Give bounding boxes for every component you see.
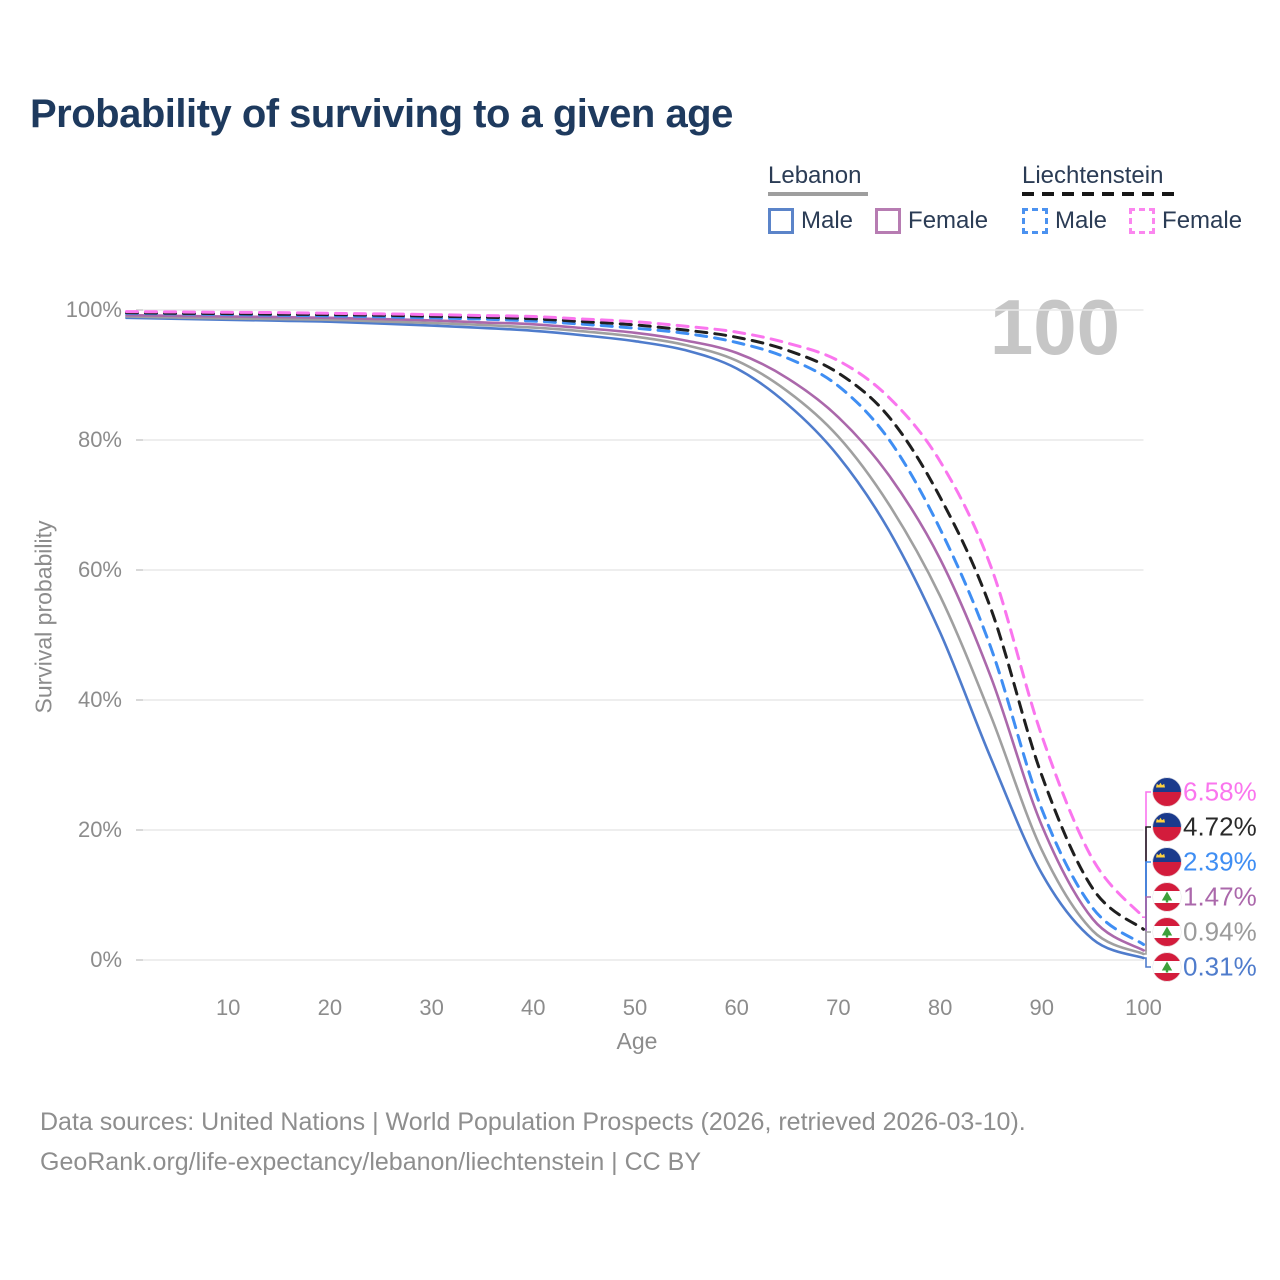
y-tick-label-100: 100% [65,297,122,322]
age-counter-watermark: 100 [989,283,1120,371]
x-tick-label-90: 90 [1029,995,1055,1020]
curve-lebanon-total [125,315,1145,956]
curve-liechtenstein-male [125,311,1145,946]
legend-item-liechtenstein-female[interactable]: Female [1129,207,1264,235]
leader-line-lebanon-total [1142,931,1151,955]
curve-liechtenstein-total [125,311,1145,931]
legend-label-lebanon-male: Male [801,207,854,235]
end-value-label-lebanon-total: 0.94% [1183,916,1257,947]
legend-group-liechtenstein: Liechtenstein Male Female [1022,162,1264,235]
x-tick-label-30: 30 [419,995,444,1020]
liechtenstein-female-swatch-icon [1129,208,1156,235]
legend-label-liechtenstein-male: Male [1055,207,1108,235]
x-tick-label-20: 20 [317,995,343,1020]
attribution-text: GeoRank.org/life-expectancy/lebanon/liec… [40,1148,702,1176]
liechtenstein-flag-icon [1152,777,1182,807]
lebanon-female-swatch-icon [875,208,902,235]
end-value-label-liechtenstein-male: 2.39% [1183,846,1257,877]
legend-label-lebanon-female: Female [908,207,989,235]
legend-item-liechtenstein-male[interactable]: Male [1022,207,1129,235]
liechtenstein-male-swatch-icon [1022,208,1048,235]
y-tick-label-60: 60% [77,557,122,582]
x-tick-label-50: 50 [622,995,648,1020]
lebanon-flag-icon [1152,952,1182,982]
x-axis-title: Age [616,1028,658,1054]
x-tick-label-40: 40 [521,995,546,1020]
curve-lebanon-male [125,316,1145,960]
x-tick-label-10: 10 [215,995,241,1020]
lebanon-flag-icon [1152,882,1182,912]
legend-item-lebanon-female[interactable]: Female [875,207,1010,235]
y-tick-label-40: 40% [77,687,122,712]
curve-lebanon-female [125,313,1145,952]
x-tick-label-100: 100 [1125,995,1162,1020]
legend-group-lebanon: Lebanon Male Female [768,162,1010,235]
liechtenstein-flag-icon [1152,812,1182,842]
legend-country-liechtenstein: Liechtenstein [1022,162,1164,189]
x-tick-label-70: 70 [826,995,851,1020]
liechtenstein-dashed-line-sample [1022,192,1174,197]
legend-country-lebanon: Lebanon [768,162,862,189]
curve-liechtenstein-female [125,310,1145,919]
x-tick-label-80: 80 [927,995,953,1020]
y-tick-label-20: 20% [77,817,122,842]
y-tick-label-80: 80% [77,427,122,452]
lebanon-male-swatch-icon [768,208,794,235]
x-tick-label-60: 60 [724,995,749,1020]
leader-line-lebanon-male [1142,957,1151,968]
page-title: Probability of surviving to a given age [30,92,733,136]
liechtenstein-flag-icon [1152,847,1182,877]
legend-item-lebanon-male[interactable]: Male [768,207,875,235]
leader-line-lebanon-female [1142,896,1151,952]
lebanon-solid-line-sample [768,192,868,197]
end-value-label-lebanon-male: 0.31% [1183,951,1257,982]
data-sources-text: Data sources: United Nations | World Pop… [40,1108,1026,1136]
y-axis-title: Survival probability [30,520,57,714]
lebanon-flag-icon [1152,917,1182,947]
y-tick-label-0: 0% [90,947,122,972]
end-value-label-liechtenstein-female: 6.58% [1183,776,1257,807]
legend-label-liechtenstein-female: Female [1162,207,1243,235]
end-value-label-lebanon-female: 1.47% [1183,881,1257,912]
end-value-label-liechtenstein-total: 4.72% [1183,811,1257,842]
